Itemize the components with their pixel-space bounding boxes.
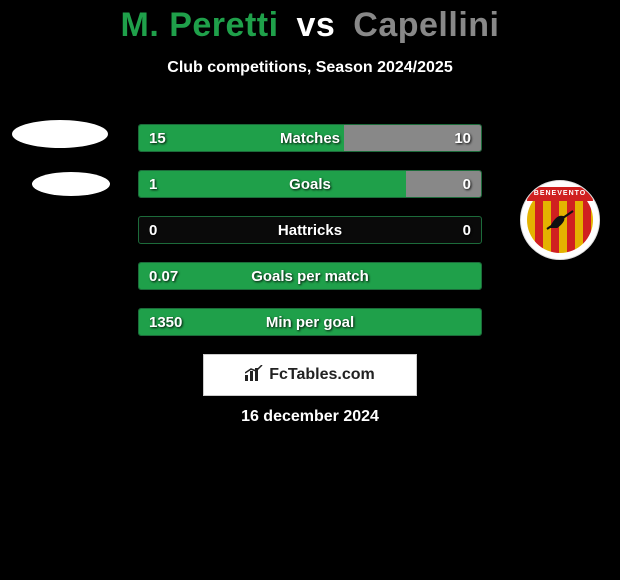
stat-label: Hattricks xyxy=(139,217,481,243)
site-name: FcTables.com xyxy=(269,366,375,384)
crest-label: BENEVENTO xyxy=(527,187,593,201)
player1-name: M. Peretti xyxy=(121,6,279,44)
stat-label: Goals xyxy=(139,171,481,197)
player2-name: Capellini xyxy=(353,6,499,44)
footer-date: 16 december 2024 xyxy=(0,408,620,426)
player2-badge: BENEVENTO xyxy=(520,180,600,260)
subtitle: Club competitions, Season 2024/2025 xyxy=(0,59,620,77)
stat-bars: 1510Matches 10Goals 00Hattricks 0.07Goals p… xyxy=(138,124,482,354)
stat-label: Matches xyxy=(139,125,481,151)
player1-badge xyxy=(20,120,100,200)
site-badge: FcTables.com xyxy=(203,354,417,396)
crest-figure-icon xyxy=(543,203,577,237)
stat-row: 1510Matches xyxy=(138,124,482,152)
stat-row: 1350Min per goal xyxy=(138,308,482,336)
stat-row: 00Hattricks xyxy=(138,216,482,244)
badge-ellipse xyxy=(12,120,108,148)
badge-ellipse xyxy=(32,172,110,196)
club-crest: BENEVENTO xyxy=(520,180,600,260)
chart-icon xyxy=(245,365,263,386)
stat-row: 0.07Goals per match xyxy=(138,262,482,290)
stat-row: 10Goals xyxy=(138,170,482,198)
stat-label: Goals per match xyxy=(139,263,481,289)
vs-text: vs xyxy=(297,6,336,44)
stat-label: Min per goal xyxy=(139,309,481,335)
comparison-title: M. Peretti vs Capellini xyxy=(0,0,620,45)
